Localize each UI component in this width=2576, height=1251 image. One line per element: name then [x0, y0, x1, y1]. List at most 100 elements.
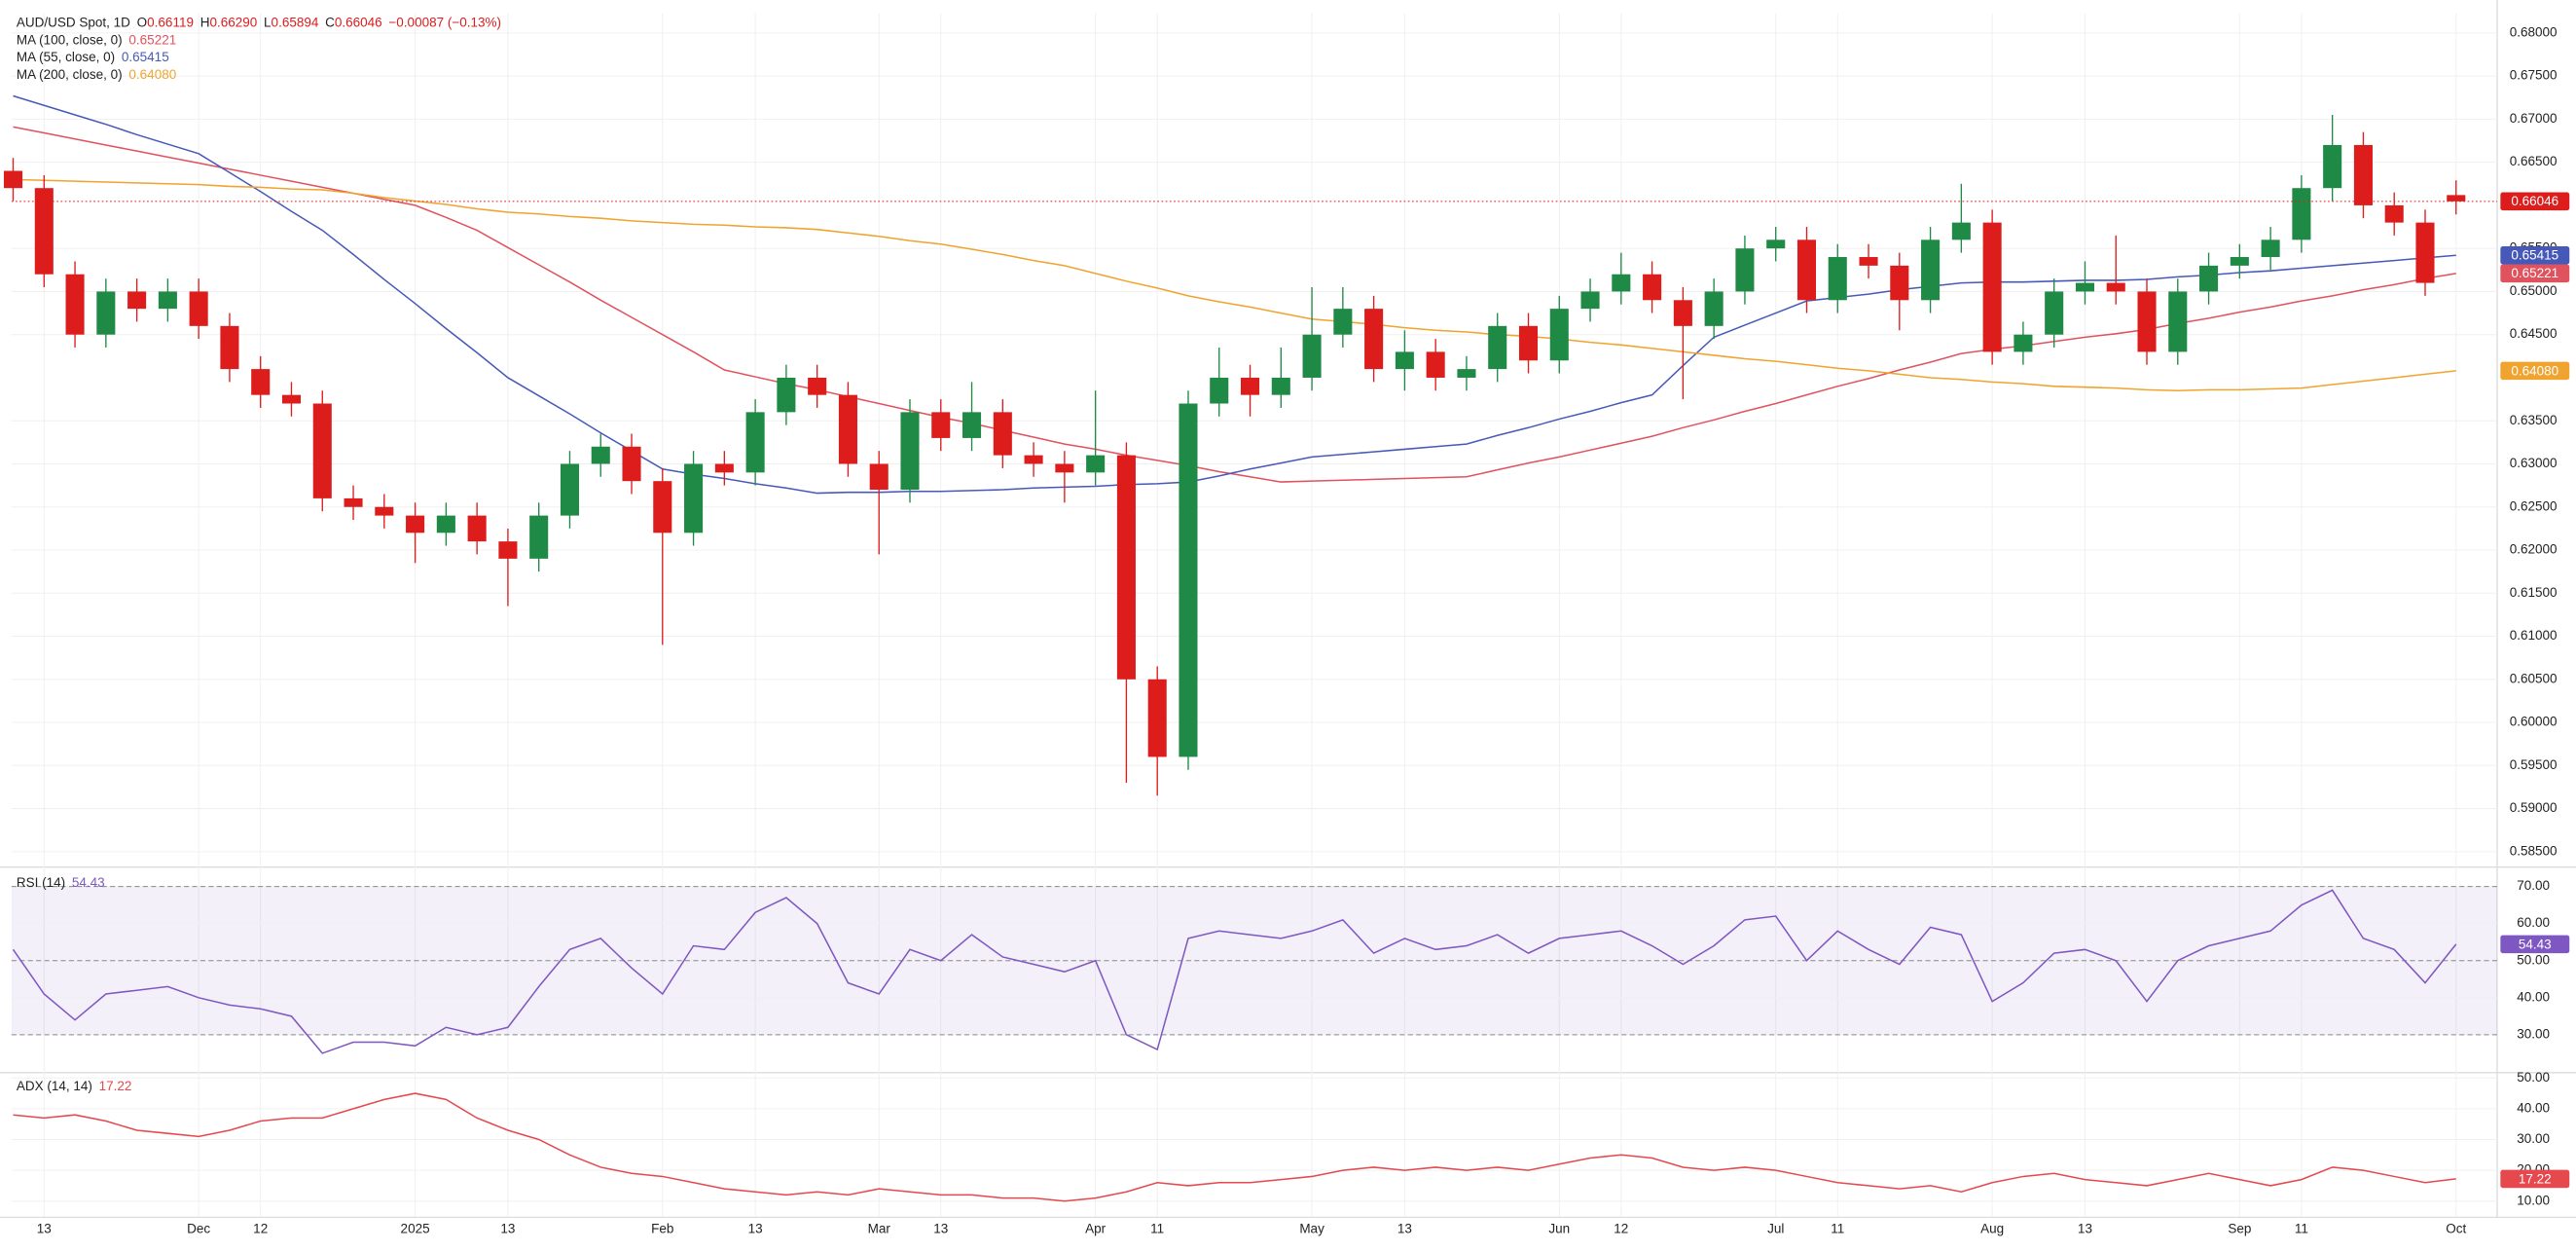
candle-body	[467, 515, 487, 542]
ohlc-key: L	[264, 15, 272, 29]
candle-body	[3, 170, 23, 189]
indicator-value-tag: 17.22	[2519, 1171, 2552, 1186]
moving-average-line	[13, 94, 2456, 495]
candle-body	[2323, 144, 2342, 189]
candle-body	[1518, 325, 1539, 361]
candle-body	[529, 515, 549, 559]
candle-body	[2014, 334, 2033, 352]
candle-body	[127, 291, 147, 310]
y-tick-label: 0.60000	[2510, 715, 2558, 729]
candle-body	[1580, 291, 1600, 310]
x-tick-label: Aug	[1980, 1222, 2004, 1236]
candle-body	[1426, 351, 1445, 378]
candle-body	[1488, 325, 1507, 370]
y-tick-label: 30.00	[2517, 1026, 2550, 1041]
indicator-name: RSI (14)	[17, 874, 65, 889]
candle-body	[1055, 463, 1074, 473]
candle-body	[1147, 679, 1167, 757]
y-tick-label: 0.67000	[2510, 111, 2558, 126]
indicator-legend: ADX (14, 14) 17.22	[17, 1079, 132, 1093]
x-tick-label: 11	[1150, 1222, 1164, 1236]
x-tick-label: Jun	[1548, 1222, 1570, 1236]
candle-body	[2415, 222, 2435, 283]
y-tick-label: 0.61000	[2510, 628, 2558, 643]
x-tick-label: May	[1299, 1222, 1324, 1236]
candle-body	[869, 463, 889, 491]
y-tick-label: 30.00	[2517, 1131, 2550, 1146]
candle-body	[281, 394, 302, 404]
y-tick-label: 0.62500	[2510, 498, 2558, 513]
candle-body	[1828, 257, 1847, 301]
candle-body	[900, 412, 920, 491]
ohlc-value: 0.66046	[335, 15, 382, 29]
y-tick-label: 0.66500	[2510, 154, 2558, 168]
candle-body	[220, 325, 239, 370]
indicator-line	[13, 1092, 2456, 1202]
candle-body	[1704, 291, 1723, 326]
candle-body	[65, 274, 85, 335]
candle-body	[1333, 309, 1353, 335]
candle-body	[2230, 257, 2249, 266]
y-tick-label: 10.00	[2517, 1193, 2550, 1207]
candle-body	[1735, 248, 1755, 292]
ma-value-tag: 0.65221	[2511, 266, 2558, 280]
x-tick-label: Oct	[2446, 1222, 2466, 1236]
x-tick-label: 13	[933, 1222, 948, 1236]
candle-body	[1395, 351, 1414, 370]
ohlc-key: O	[137, 15, 148, 29]
candle-body	[406, 515, 425, 534]
last-price-tag: 0.66046	[2511, 194, 2558, 208]
x-tick-label: 11	[1831, 1222, 1844, 1236]
indicator-value: 0.64080	[128, 66, 176, 81]
candle-body	[1302, 334, 1322, 378]
candle-body	[622, 446, 641, 482]
x-tick-label: Feb	[651, 1222, 673, 1236]
candle-body	[158, 291, 177, 310]
candle-body	[1921, 239, 1941, 301]
indicator-name: ADX (14, 14)	[17, 1079, 92, 1093]
candle-body	[808, 377, 827, 395]
indicator-value-tag: 54.43	[2519, 937, 2552, 951]
indicator-name: MA (200, close, 0)	[17, 66, 123, 81]
ma-value-tag-bg	[2500, 245, 2570, 265]
candle-body	[653, 481, 672, 534]
candle-body	[189, 291, 208, 326]
candle-body	[96, 291, 116, 335]
y-tick-label: 50.00	[2517, 1070, 2550, 1085]
candle-body	[2384, 204, 2404, 223]
candle-body	[838, 394, 857, 464]
indicator-value-tag-bg	[2500, 1169, 2570, 1189]
candle-body	[1116, 455, 1136, 680]
candle-body	[1364, 309, 1384, 370]
candle-body	[2075, 282, 2094, 292]
y-tick-label: 0.63500	[2510, 413, 2558, 427]
candle-body	[1982, 222, 2002, 352]
candle-body	[714, 463, 734, 473]
ohlc-value: 0.65894	[272, 15, 319, 29]
ma-value-tag-bg	[2500, 361, 2570, 381]
candle-body	[1179, 403, 1198, 757]
candle-body	[1890, 265, 1909, 301]
candle-body	[2447, 195, 2466, 202]
candle-body	[1086, 455, 1106, 473]
indicator-line	[12, 889, 2457, 1054]
x-tick-label: Apr	[1085, 1222, 1107, 1236]
y-tick-label: 40.00	[2517, 1100, 2550, 1115]
candle-body	[931, 412, 951, 438]
candle-body	[1240, 377, 1260, 395]
x-tick-label: Mar	[868, 1222, 891, 1236]
candle-body	[2261, 239, 2280, 258]
candle-body	[993, 412, 1012, 456]
candle-body	[436, 515, 455, 534]
candle-body	[312, 403, 332, 498]
candle-body	[1024, 455, 1043, 464]
symbol-title: AUD/USD Spot, 1D	[17, 15, 130, 29]
y-tick-label: 0.68000	[2510, 24, 2558, 39]
x-tick-label: 13	[748, 1222, 763, 1236]
candle-body	[251, 369, 271, 395]
indicator-value: 54.43	[72, 874, 105, 889]
candle-body	[2137, 291, 2157, 352]
x-tick-label: 13	[500, 1222, 515, 1236]
